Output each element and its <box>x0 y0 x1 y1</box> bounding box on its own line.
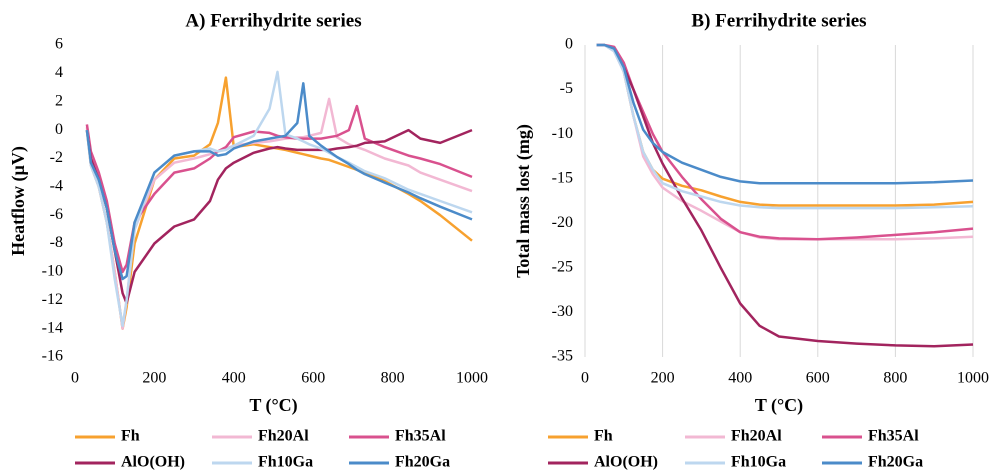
x-tick-label: 800 <box>883 370 907 387</box>
y-tick-label: -20 <box>552 214 573 231</box>
x-tick-label: 0 <box>71 370 79 387</box>
series-line <box>596 43 974 348</box>
legend-label: Fh20Ga <box>868 454 923 470</box>
y-tick-label: -10 <box>42 263 63 280</box>
y-tick-label: -25 <box>552 259 573 276</box>
y-tick-label: -12 <box>42 291 63 308</box>
y-tick-label: -15 <box>552 169 573 186</box>
y-tick-label: 2 <box>55 92 63 109</box>
legend-label: Fh10Ga <box>731 454 786 470</box>
x-tick-label: 600 <box>806 370 830 387</box>
legend-label: AlO(OH) <box>121 454 185 470</box>
x-tick-label: 0 <box>581 370 589 387</box>
series-line <box>596 43 974 185</box>
x-tick-label: 400 <box>728 370 752 387</box>
x-tick-label: 200 <box>651 370 675 387</box>
x-axis-label: T (°C) <box>249 395 297 416</box>
series-line <box>85 70 473 328</box>
series-line <box>85 82 473 281</box>
legend-label: Fh <box>121 428 140 445</box>
series-line <box>85 104 473 274</box>
y-tick-label: -14 <box>42 319 63 336</box>
legend-label: AlO(OH) <box>594 454 658 470</box>
series-line <box>596 43 974 207</box>
legend-label: Fh20Al <box>258 428 309 445</box>
legend-label: Fh10Ga <box>258 454 313 470</box>
y-tick-label: -2 <box>50 149 63 166</box>
x-axis-label: T (°C) <box>755 395 803 416</box>
x-tick-label: 600 <box>301 370 325 387</box>
y-axis-label: Heatflow (µV) <box>8 146 29 256</box>
x-tick-label: 400 <box>222 370 246 387</box>
y-tick-label: -8 <box>50 234 63 251</box>
y-tick-label: -35 <box>552 348 573 365</box>
series-line <box>596 43 974 241</box>
chart-title: A) Ferrihydrite series <box>185 10 361 31</box>
series-line <box>85 128 473 305</box>
y-tick-label: -30 <box>552 303 573 320</box>
legend-label: Fh35Al <box>395 428 446 445</box>
y-axis-label: Total mass lost (mg) <box>513 124 534 278</box>
y-tick-label: 0 <box>55 121 63 138</box>
y-tick-label: 0 <box>565 36 573 53</box>
legend-label: Fh20Ga <box>395 454 450 470</box>
y-tick-label: -4 <box>50 177 63 194</box>
y-tick-label: 6 <box>55 36 63 53</box>
x-tick-label: 200 <box>142 370 166 387</box>
x-tick-label: 1000 <box>957 370 989 387</box>
y-tick-label: -6 <box>50 206 63 223</box>
y-tick-label: -16 <box>42 348 63 365</box>
y-tick-label: -5 <box>560 80 573 97</box>
legend-label: Fh20Al <box>731 428 782 445</box>
legend-label: Fh35Al <box>868 428 919 445</box>
x-tick-label: 800 <box>381 370 405 387</box>
legend-label: Fh <box>594 428 613 445</box>
y-tick-label: 4 <box>55 64 63 81</box>
chart-title: B) Ferrihydrite series <box>691 10 866 31</box>
y-tick-label: -10 <box>552 125 573 142</box>
x-tick-label: 1000 <box>456 370 488 387</box>
